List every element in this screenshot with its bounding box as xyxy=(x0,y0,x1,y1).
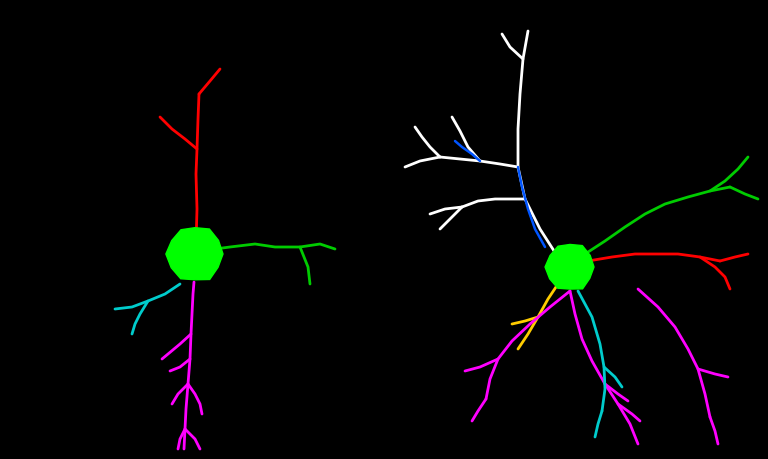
Polygon shape xyxy=(545,245,594,290)
Polygon shape xyxy=(166,228,223,280)
